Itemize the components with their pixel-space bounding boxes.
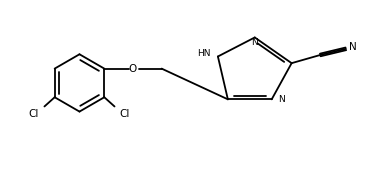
- Text: O: O: [129, 64, 137, 74]
- Text: Cl: Cl: [28, 109, 38, 119]
- Text: HN: HN: [197, 49, 211, 58]
- Text: N: N: [252, 38, 258, 47]
- Text: N: N: [349, 42, 357, 52]
- Text: Cl: Cl: [120, 109, 130, 119]
- Text: N: N: [278, 95, 285, 104]
